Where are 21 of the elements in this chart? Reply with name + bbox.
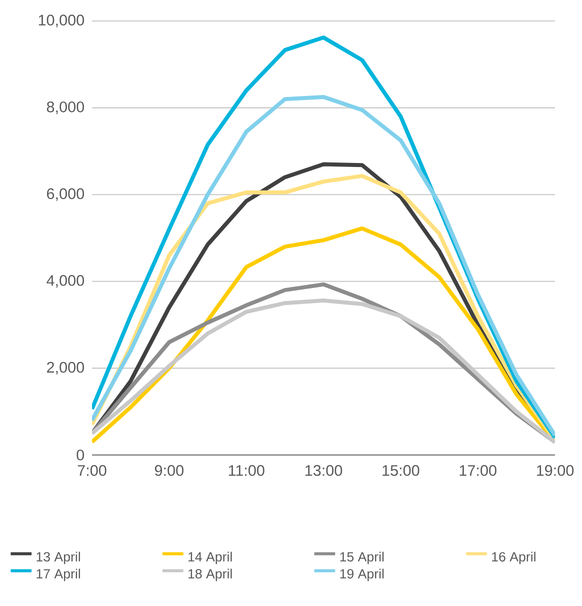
legend-label: 17 April [36, 568, 80, 582]
y-tick-label: 8,000 [46, 101, 84, 114]
y-tick-label: 2,000 [47, 362, 84, 375]
x-tick-label: 17:00 [460, 465, 496, 476]
y-tick-label: 4,000 [46, 275, 84, 288]
x-tick-label: 7:00 [78, 465, 106, 476]
y-tick-label: 10,000 [38, 14, 84, 28]
x-tick-label: 19:00 [536, 465, 574, 476]
legend-label: 16 April [492, 552, 536, 564]
y-tick-label: 0 [76, 450, 84, 460]
line-series [92, 94, 556, 438]
x-tick-label: 13:00 [305, 465, 342, 476]
y-tick-label: 6,000 [47, 188, 84, 201]
legend-label: 18 April [188, 568, 232, 582]
legend-label: 14 April [188, 552, 232, 564]
legend-label: 13 April [36, 552, 80, 564]
x-tick-label: 11:00 [228, 465, 264, 476]
legend-label: 15 April [340, 552, 384, 564]
x-tick-label: 9:00 [154, 465, 184, 476]
x-tick-label: 15:00 [382, 465, 420, 476]
legend-label: 19 April [340, 568, 384, 582]
